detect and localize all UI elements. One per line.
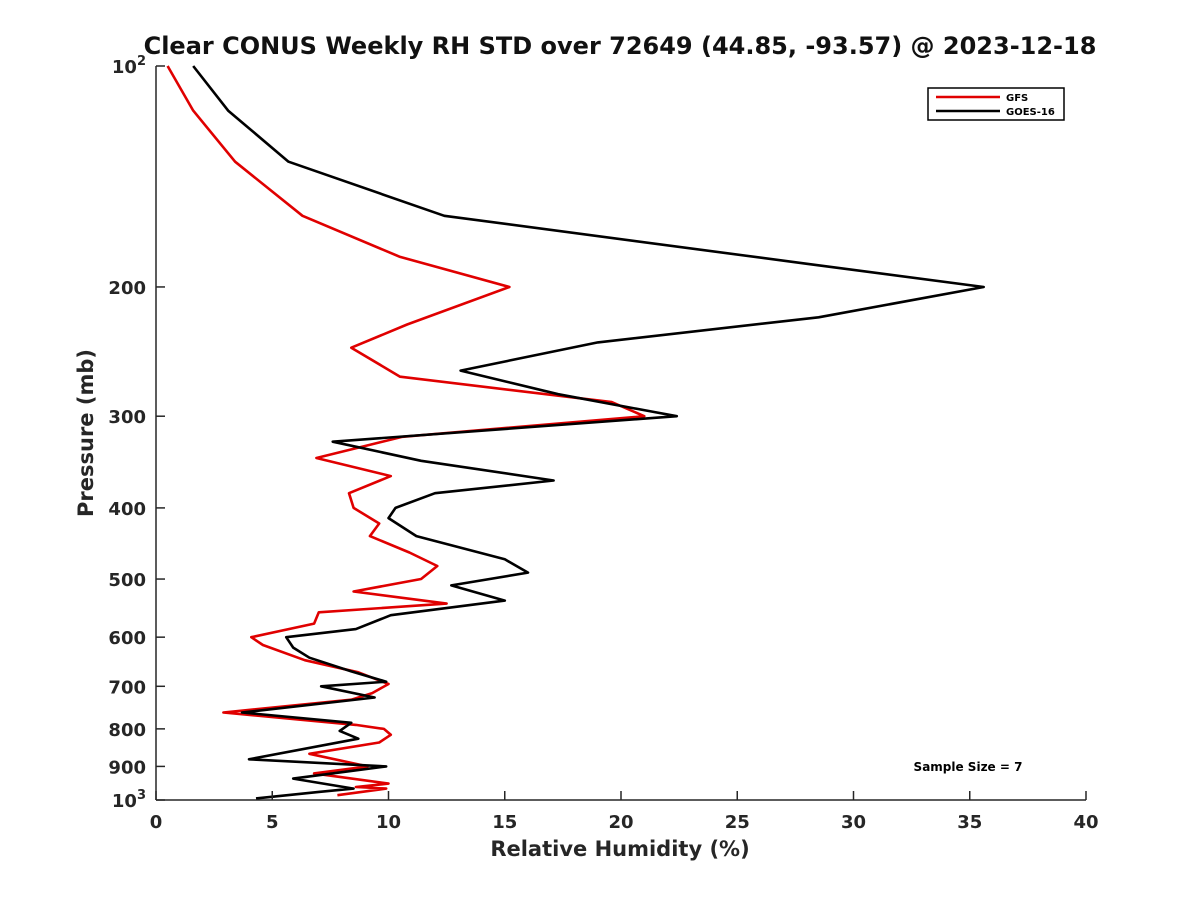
x-tick-label: 35 (957, 812, 982, 833)
x-tick-label: 25 (725, 812, 750, 833)
y-tick-label: 300 (108, 407, 146, 428)
x-axis-label: Relative Humidity (%) (490, 837, 749, 861)
y-tick-label: 600 (108, 628, 146, 649)
legend-label-goes16: GOES-16 (1006, 107, 1055, 118)
y-tick-label: 500 (108, 570, 146, 591)
y-tick-label: 700 (108, 677, 146, 698)
y-tick-label: 103 (112, 788, 146, 812)
x-tick-label: 40 (1073, 812, 1098, 833)
axes-layer: 0 5 10 15 20 25 30 35 40 102 200 300 400 500 600 700 800… (108, 54, 1098, 833)
y-tick-label: 800 (108, 720, 146, 741)
legend-box (927, 87, 1065, 121)
y-axis-label: Pressure (mb) (74, 349, 98, 517)
y-tick-label: 400 (108, 499, 146, 520)
x-tick-label: 5 (266, 812, 279, 833)
x-tick-label: 15 (492, 812, 517, 833)
y-tick-label: 102 (112, 54, 146, 78)
legend: GFS GOES-16 (927, 87, 1065, 121)
y-tick-label: 200 (108, 278, 146, 299)
x-tick-label: 20 (608, 812, 633, 833)
chart-title: Clear CONUS Weekly RH STD over 72649 (44… (144, 32, 1097, 60)
series-line-goes16 (192, 65, 986, 800)
legend-label-gfs: GFS (1006, 93, 1028, 104)
x-tick-label: 10 (376, 812, 401, 833)
series-line-gfs (166, 65, 646, 797)
y-tick-label: 900 (108, 757, 146, 778)
series-layer (166, 65, 986, 800)
sample-size-annotation: Sample Size = 7 (914, 760, 1023, 774)
x-tick-label: 30 (841, 812, 866, 833)
x-tick-label: 0 (150, 812, 163, 833)
